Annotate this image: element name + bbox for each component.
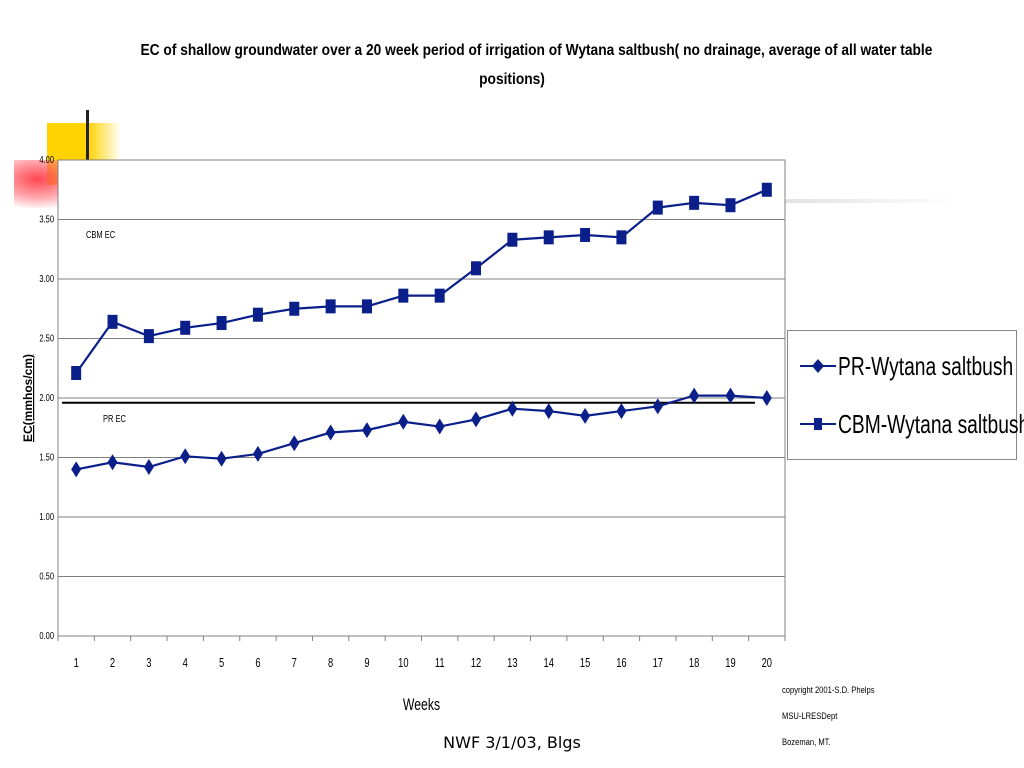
copyright-line-1: copyright 2001-S.D. Phelps [782, 685, 875, 696]
y-tick-label: 0.50 [39, 570, 54, 581]
data-point-pr [216, 450, 227, 467]
data-point-pr [761, 390, 772, 406]
copyright-note: copyright 2001-S.D. Phelps MSU-LRESDept … [782, 678, 875, 756]
data-point-pr [580, 407, 591, 424]
x-tick-label: 15 [580, 657, 590, 671]
x-tick-label: 5 [219, 657, 224, 671]
series-line-pr [75, 394, 767, 471]
legend-item-cbm: CBM-Wytana saltbush [800, 407, 1024, 441]
x-tick-label: 11 [435, 657, 445, 671]
data-point-pr [652, 398, 663, 415]
copyright-line-2: MSU-LRESDept [782, 711, 838, 722]
decor-vertical-bar [86, 110, 89, 160]
data-point-pr [143, 459, 154, 476]
data-point-cbm [689, 195, 700, 210]
data-point-cbm [180, 320, 191, 335]
x-tick-label: 20 [762, 657, 772, 671]
data-point-pr [107, 454, 118, 471]
data-point-pr [689, 387, 700, 404]
copyright-line-3: Bozeman, MT. [782, 737, 831, 748]
legend-diamond-marker-icon [800, 359, 836, 373]
data-point-cbm [252, 307, 263, 322]
data-point-cbm [216, 316, 227, 331]
x-tick-label: 17 [653, 657, 663, 671]
data-point-cbm [361, 299, 372, 314]
slide-footer: NWF 3/1/03, Blgs [443, 733, 581, 752]
series-line-cbm [75, 188, 768, 374]
x-tick-label: 4 [183, 657, 188, 671]
data-point-pr [616, 403, 627, 420]
x-tick-label: 10 [398, 657, 408, 671]
data-point-pr [543, 403, 554, 420]
data-point-cbm [652, 200, 663, 215]
x-tick-label: 6 [255, 657, 260, 671]
y-tick-label: 3.50 [39, 213, 54, 224]
data-point-cbm [761, 182, 772, 197]
data-point-cbm [616, 230, 627, 245]
data-point-cbm [507, 232, 518, 247]
x-tick-label: 7 [292, 657, 297, 671]
data-point-cbm [107, 314, 118, 329]
x-tick-label: 14 [544, 657, 554, 671]
annotation-cbm-ec: CBM EC [86, 229, 116, 240]
y-tick-label: 2.50 [39, 332, 54, 343]
data-point-cbm [580, 227, 591, 242]
x-tick-label: 18 [689, 657, 699, 671]
legend-label-pr: PR-Wytana saltbush [838, 350, 1014, 381]
data-point-pr [507, 400, 518, 417]
x-tick-label: 16 [616, 657, 626, 671]
x-tick-label: 8 [328, 657, 333, 671]
y-tick-label: 1.50 [39, 451, 54, 462]
data-point-pr [252, 445, 263, 462]
legend-item-pr: PR-Wytana saltbush [800, 349, 1024, 383]
y-axis-title: EC(mmhos/cm) [21, 354, 35, 442]
x-tick-label: 13 [507, 657, 517, 671]
data-point-cbm [325, 299, 336, 314]
data-point-pr [361, 422, 372, 439]
decor-horizontal-rule [770, 199, 960, 203]
data-point-pr [180, 448, 191, 465]
data-point-pr [398, 413, 409, 430]
y-tick-label: 0.00 [39, 630, 54, 641]
data-point-pr [434, 418, 445, 435]
y-tick-label: 1.00 [39, 511, 54, 522]
chart-title-line-1: EC of shallow groundwater over a 20 week… [140, 42, 933, 59]
data-point-cbm [289, 301, 300, 316]
annotation-pr-ec: PR EC [103, 413, 126, 424]
data-point-cbm [143, 329, 154, 344]
data-point-cbm [725, 198, 736, 213]
x-tick-label: 19 [725, 657, 735, 671]
data-point-pr [71, 461, 82, 478]
chart-legend: PR-Wytana saltbush CBM-Wytana saltbush [787, 330, 1024, 460]
data-point-pr [289, 435, 300, 452]
x-tick-label: 1 [74, 657, 79, 671]
legend-square-marker-icon [800, 418, 836, 430]
x-axis-title: Weeks [403, 696, 440, 714]
y-tick-label: 2.00 [39, 392, 54, 403]
y-tick-label: 4.00 [39, 154, 54, 165]
y-tick-label: 3.00 [39, 273, 54, 284]
x-tick-label: 2 [110, 657, 115, 671]
chart-title: EC of shallow groundwater over a 20 week… [140, 36, 933, 94]
data-point-pr [725, 387, 736, 404]
data-point-cbm [543, 230, 554, 245]
chart-title-line-2: positions) [479, 71, 545, 88]
x-tick-label: 9 [364, 657, 369, 671]
data-point-cbm [71, 366, 82, 381]
data-point-cbm [398, 288, 409, 303]
x-tick-label: 12 [471, 657, 481, 671]
data-point-cbm [471, 261, 482, 276]
data-point-cbm [434, 288, 445, 303]
x-tick-label: 3 [146, 657, 151, 671]
data-point-pr [325, 424, 336, 441]
legend-label-cbm: CBM-Wytana saltbush [838, 408, 1024, 439]
data-point-pr [471, 411, 482, 428]
